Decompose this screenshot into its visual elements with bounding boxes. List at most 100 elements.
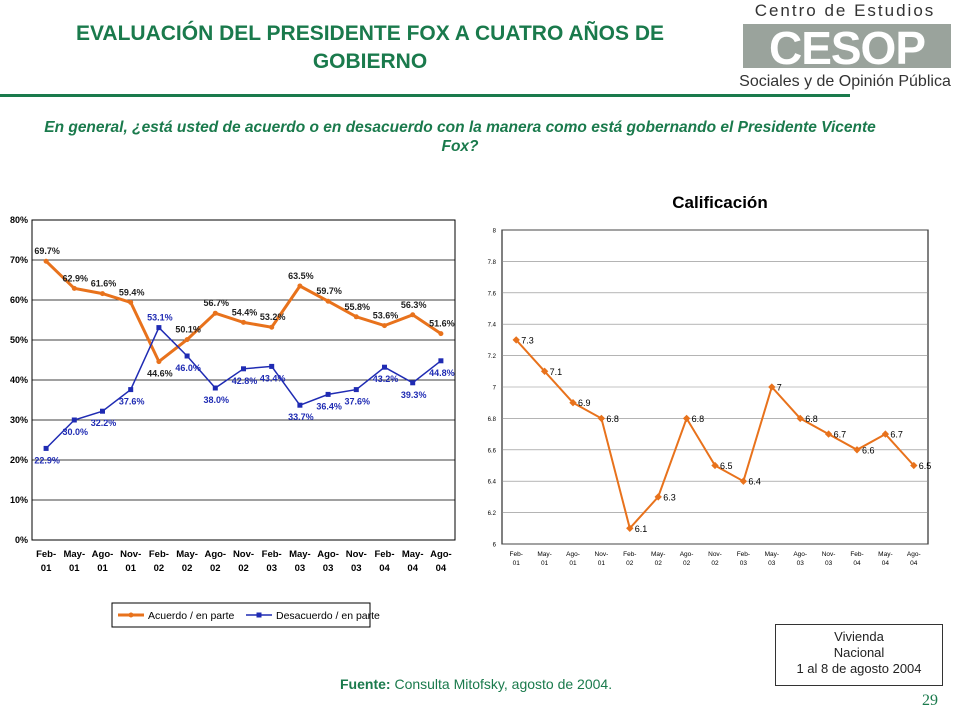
data-label: 54.4%: [232, 307, 258, 317]
x-tick-label: 04: [882, 560, 890, 567]
data-label: 37.6%: [119, 397, 145, 407]
logo-top-text: Centro de Estudios: [755, 1, 936, 20]
y-tick-label: 40%: [10, 375, 28, 385]
y-tick-label: 7: [493, 386, 497, 392]
data-label: 50.1%: [175, 325, 201, 335]
x-tick-label: Feb-: [510, 551, 523, 558]
logo-bottom-text: Sociales y de Opinión Pública: [739, 73, 951, 90]
data-point: [269, 324, 275, 330]
x-tick-label: Nov-: [346, 549, 367, 560]
x-tick-label: Nov-: [120, 549, 141, 560]
data-point: [382, 323, 387, 329]
data-point: [184, 337, 190, 343]
y-tick-label: 7.2: [488, 354, 497, 360]
data-point: [382, 364, 387, 370]
data-point: [768, 383, 776, 391]
x-tick-label: Feb-: [36, 549, 56, 560]
survey-info-box: Vivienda Nacional 1 al 8 de agosto 2004: [775, 624, 943, 686]
page-number: 29: [922, 692, 938, 709]
y-tick-label: 0%: [15, 535, 28, 545]
data-label: 53.2%: [260, 312, 286, 322]
x-tick-label: 02: [655, 560, 663, 567]
logo-band: [743, 24, 951, 68]
data-point: [297, 402, 303, 408]
x-tick-label: Feb-: [149, 549, 169, 560]
data-point: [128, 299, 134, 305]
data-label: 7.1: [550, 367, 563, 377]
cesop-logo: Centro de Estudios CESOP Sociales y de O…: [739, 1, 951, 90]
data-label: 38.0%: [204, 395, 230, 405]
x-tick-label: 01: [125, 563, 136, 574]
x-tick-label: Ago-: [907, 551, 921, 558]
data-label: 6.8: [606, 414, 619, 424]
data-label: 33.7%: [288, 412, 314, 422]
y-tick-label: 10%: [10, 495, 28, 505]
data-label: 22.9%: [34, 455, 60, 465]
data-label: 53.6%: [373, 311, 399, 321]
x-tick-label: 04: [379, 563, 390, 574]
x-tick-label: May-: [63, 549, 85, 560]
x-tick-label: May-: [537, 551, 551, 558]
data-label: 6.8: [692, 414, 705, 424]
y-tick-label: 7.6: [488, 291, 497, 297]
source-text: Consulta Mitofsky, agosto de 2004.: [390, 676, 613, 692]
data-point: [241, 366, 246, 372]
approval-line-chart: 0% 10% 20% 30% 40% 50% 60% 70% 80% Feb- 01 May- 01 Ag…: [10, 215, 456, 628]
x-tick-label: May-: [765, 551, 779, 558]
data-point: [212, 385, 218, 391]
data-label: 56.7%: [204, 298, 230, 308]
data-label: 59.7%: [316, 286, 342, 296]
y-tick-label: 6.4: [488, 480, 497, 486]
x-tick-label: 01: [513, 560, 521, 567]
data-label: 6.7: [834, 430, 847, 440]
legend-label: Acuerdo / en parte: [148, 610, 235, 622]
data-label: 32.2%: [91, 418, 117, 428]
data-label: 6.6: [862, 445, 875, 455]
data-label: 44.6%: [147, 369, 173, 379]
data-point: [853, 446, 861, 454]
data-label: 69.7%: [34, 246, 60, 256]
x-tick-label: Feb-: [262, 549, 282, 560]
data-label: 6.8: [805, 414, 818, 424]
y-tick-label: 7.4: [488, 323, 497, 329]
page-title: EVALUACIÓN DEL PRESIDENTE FOX A CUATRO A…: [75, 22, 665, 73]
x-tick-label: 01: [41, 563, 52, 574]
x-tick-label: 04: [910, 560, 918, 567]
x-tick-label: Ago-: [793, 551, 807, 558]
x-tick-label: 01: [97, 563, 108, 574]
data-label: 6.5: [919, 461, 932, 471]
y-tick-label: 30%: [10, 415, 28, 425]
data-label: 42.8%: [232, 376, 258, 386]
data-label: 51.6%: [429, 319, 455, 329]
legend-box: [111, 602, 371, 628]
x-tick-label: May-: [289, 549, 311, 560]
data-point: [212, 310, 218, 316]
data-point: [184, 353, 190, 359]
survey-scope: Nacional: [833, 645, 885, 660]
data-point: [410, 380, 416, 386]
x-tick-label: Feb-: [623, 551, 636, 558]
x-tick-label: 03: [768, 560, 776, 567]
x-tick-label: Ago-: [566, 551, 580, 558]
data-label: 63.5%: [288, 271, 314, 281]
x-tick-label: Ago-: [430, 549, 452, 560]
x-tick-label: 02: [182, 563, 193, 574]
x-tick-label: 04: [853, 560, 861, 567]
x-tick-label: Nov-: [233, 549, 254, 560]
data-label: 39.3%: [401, 390, 427, 400]
title-divider: [0, 94, 850, 97]
legend-marker: [128, 612, 134, 618]
data-label: 37.6%: [345, 397, 371, 407]
data-point: [325, 298, 331, 304]
survey-dates: 1 al 8 de agosto 2004: [796, 661, 922, 676]
x-tick-label: 04: [407, 563, 418, 574]
data-label: 6.5: [720, 461, 733, 471]
data-point: [512, 336, 520, 344]
data-point: [128, 387, 134, 393]
x-tick-label: May-: [651, 551, 665, 558]
data-point: [241, 319, 246, 325]
y-tick-label: 6.6: [488, 448, 497, 454]
x-tick-label: Nov-: [708, 551, 722, 558]
logo-mark: CESOP: [769, 22, 925, 74]
x-tick-label: 02: [210, 563, 221, 574]
